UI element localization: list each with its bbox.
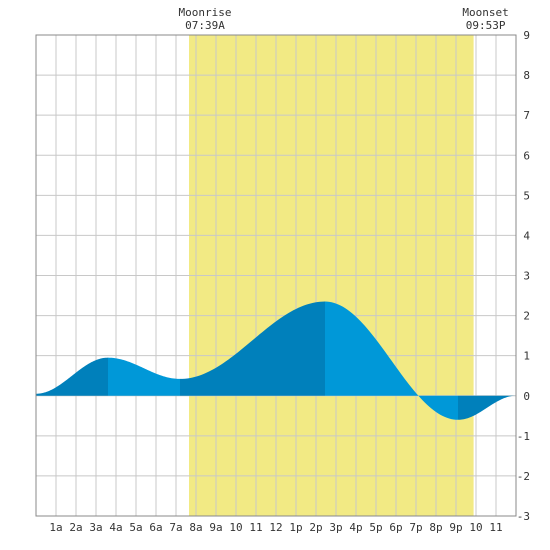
- x-tick-label: 2a: [69, 521, 82, 534]
- x-tick-label: 3a: [89, 521, 102, 534]
- y-axis-ticks: -3 -2 -1 0 1 2 3 4 5 6 7 8 9: [517, 29, 531, 523]
- x-tick-label: 9a: [209, 521, 222, 534]
- y-tick-label: 2: [523, 310, 530, 323]
- tide-segment-rising: [36, 357, 108, 396]
- x-tick-label: 9p: [449, 521, 462, 534]
- moonrise-time: 07:39A: [185, 19, 225, 32]
- y-tick-label: 6: [523, 149, 530, 162]
- x-tick-label: 7p: [409, 521, 422, 534]
- y-tick-label: 3: [523, 270, 530, 283]
- tide-segment-rising: [458, 395, 516, 420]
- x-tick-label: 10: [229, 521, 242, 534]
- tide-segment-rising: [180, 301, 325, 396]
- x-tick-label: 8p: [429, 521, 442, 534]
- x-tick-label: 2p: [309, 521, 322, 534]
- moonrise-label: Moonrise: [179, 6, 232, 19]
- x-tick-label: 4p: [349, 521, 362, 534]
- tide-segment-falling: [108, 357, 180, 396]
- tide-area-layer: [36, 301, 516, 420]
- y-tick-label: 7: [523, 109, 530, 122]
- y-tick-label: -2: [517, 470, 530, 483]
- x-tick-label: 5a: [129, 521, 142, 534]
- x-tick-label: 11: [249, 521, 262, 534]
- x-axis-ticks: 1a 2a 3a 4a 5a 6a 7a 8a 9a 10 11 12 1p 2p 3p 4p 5p 6p 7p 8p…: [49, 521, 502, 534]
- y-tick-label: 0: [523, 390, 530, 403]
- x-tick-label: 7a: [169, 521, 182, 534]
- y-tick-label: 8: [523, 69, 530, 82]
- moonset-time: 09:53P: [466, 19, 506, 32]
- x-tick-label: 8a: [189, 521, 202, 534]
- moon-labels: Moonrise 07:39A Moonset 09:53P: [179, 6, 509, 32]
- x-tick-label: 6p: [389, 521, 402, 534]
- x-tick-label: 12: [269, 521, 282, 534]
- x-tick-label: 5p: [369, 521, 382, 534]
- x-tick-label: 11: [489, 521, 502, 534]
- x-tick-label: 4a: [109, 521, 122, 534]
- x-tick-label: 6a: [149, 521, 162, 534]
- plot-frame: [35, 34, 517, 517]
- y-tick-label: -1: [517, 430, 530, 443]
- y-tick-label: -3: [517, 510, 530, 523]
- moonset-label: Moonset: [462, 6, 508, 19]
- x-tick-label: 3p: [329, 521, 342, 534]
- y-tick-label: 5: [523, 189, 530, 202]
- y-tick-label: 1: [523, 350, 530, 363]
- x-tick-label: 1a: [49, 521, 62, 534]
- tide-segment-falling: [325, 301, 458, 420]
- y-tick-label: 4: [523, 229, 530, 242]
- y-tick-label: 9: [523, 29, 530, 42]
- x-tick-label: 1p: [289, 521, 302, 534]
- x-tick-label: 10: [469, 521, 482, 534]
